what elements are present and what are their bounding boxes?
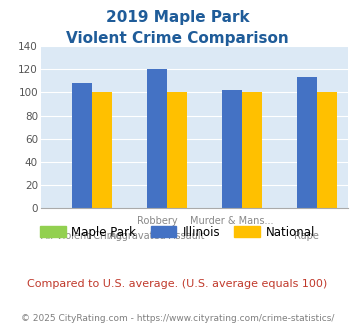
Text: Rape: Rape (294, 231, 319, 241)
Bar (72, 83, 92, 208)
Text: 2019 Maple Park: 2019 Maple Park (106, 10, 249, 25)
Bar (296, 77, 317, 208)
Bar (147, 69, 167, 208)
Text: Murder & Mans...: Murder & Mans... (190, 216, 274, 226)
Bar (222, 90, 242, 208)
Text: Aggravated Assault: Aggravated Assault (109, 231, 205, 241)
Bar (92, 92, 112, 208)
Bar (167, 92, 187, 208)
Legend: Maple Park, Illinois, National: Maple Park, Illinois, National (35, 221, 320, 243)
Text: © 2025 CityRating.com - https://www.cityrating.com/crime-statistics/: © 2025 CityRating.com - https://www.city… (21, 314, 334, 323)
Text: All Violent Crime: All Violent Crime (42, 231, 122, 241)
Bar (242, 92, 262, 208)
Text: Violent Crime Comparison: Violent Crime Comparison (66, 31, 289, 46)
Bar (317, 92, 337, 208)
Text: Compared to U.S. average. (U.S. average equals 100): Compared to U.S. average. (U.S. average … (27, 279, 328, 289)
Text: Robbery: Robbery (137, 216, 177, 226)
